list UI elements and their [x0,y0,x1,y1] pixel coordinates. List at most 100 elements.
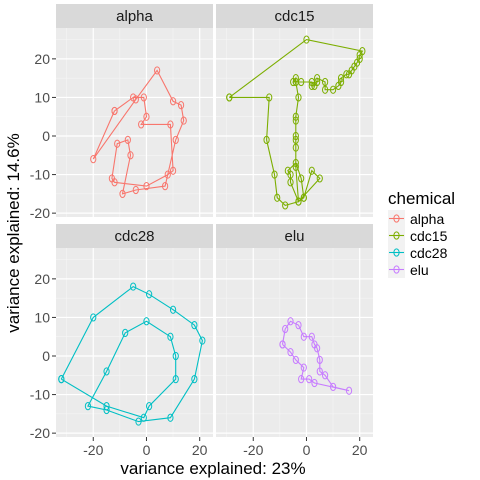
data-point-cdc28 [90,313,97,322]
data-point-elu [282,324,289,334]
data-point-cdc28 [172,375,179,384]
data-point-elu [287,348,294,357]
data-point-alpha [162,182,169,191]
data-point-elu [292,355,299,364]
data-point-cdc28 [103,402,110,411]
data-point-elu [300,363,307,372]
data-point-elu [298,375,305,384]
data-point-cdc15 [263,135,270,144]
data-point-cdc28 [103,405,110,415]
data-point-cdc15 [316,174,323,183]
data-point-alpha [180,116,187,125]
legend-key-point-cdc15 [393,231,400,240]
data-point-elu [279,340,286,349]
data-point-elu [287,317,294,326]
data-point-cdc15 [295,197,302,206]
data-point-cdc15 [300,193,307,202]
data-point-cdc28 [146,402,153,411]
data-point-elu [316,355,323,364]
data-point-cdc15 [329,85,337,94]
data-point-elu [329,382,337,391]
data-point-cdc15 [292,158,299,168]
data-point-cdc15 [298,174,305,183]
data-point-cdc15 [292,162,299,171]
data-point-cdc28 [143,317,150,326]
x-tick-label: 20 [352,442,368,458]
data-point-cdc15 [292,143,299,152]
data-point-alpha [127,151,134,160]
panel-background-cdc15 [216,28,373,217]
panel-cdc15: cdc15 [216,4,373,217]
legend-entry-cdc15: cdc15 [388,227,448,244]
data-point-cdc15 [356,54,363,63]
y-axis-label: variance explained: 14.6% [4,133,23,332]
y-tick-label: 20 [34,51,50,67]
data-point-cdc28 [140,413,147,422]
data-point-elu [314,344,321,353]
data-point-cdc28 [191,321,198,330]
y-tick-label: 0 [42,128,50,144]
data-point-cdc15 [292,131,299,141]
y-tick-label: -20 [30,425,50,441]
strip-alpha [56,4,213,28]
y-axis-ticks: -20 -10 0 10 20 -20 -10 0 10 20 [30,51,56,441]
data-point-alpha [90,155,97,164]
data-point-cdc15 [274,193,281,202]
x-axis-label: variance explained: 23% [120,459,305,478]
data-point-cdc28 [84,402,92,411]
data-point-cdc15 [314,77,321,87]
panel-background-alpha [56,28,213,217]
data-point-alpha [172,135,179,144]
data-point-cdc28 [58,375,65,384]
data-point-cdc28 [135,417,142,426]
data-point-elu [306,375,313,384]
data-point-cdc15 [292,116,299,125]
strip-label-elu: elu [284,228,304,245]
data-point-cdc15 [314,74,321,83]
strip-cdc15 [216,4,373,28]
data-point-cdc28 [103,367,110,376]
data-point-alpha [169,166,177,175]
data-point-cdc28 [167,413,174,422]
y-tick-label: -20 [30,205,50,221]
data-point-alpha [108,174,115,183]
panel-alpha: alpha [56,4,213,217]
data-point-alpha [167,120,174,129]
data-point-elu [311,378,318,388]
data-point-alpha [169,97,177,106]
data-point-alpha [140,93,147,102]
data-point-alpha [114,139,121,148]
data-point-cdc15 [337,74,345,83]
data-point-alpha [154,66,161,75]
data-point-elu [300,332,307,341]
y-tick-label: 20 [34,271,50,287]
data-point-elu [345,386,353,395]
data-point-cdc28 [146,290,153,299]
panel-background-cdc28 [56,248,213,437]
x-tick-label: 0 [143,442,151,458]
data-point-cdc15 [359,47,366,56]
data-point-cdc15 [322,85,329,94]
y-tick-label: 10 [34,89,50,105]
data-point-cdc15 [282,201,289,210]
data-point-cdc28 [191,375,198,384]
strip-cdc28 [56,224,213,248]
data-point-cdc28 [169,305,177,314]
data-point-cdc15 [290,77,297,87]
data-point-alpha [124,135,131,144]
legend-label-alpha: alpha [410,211,444,227]
data-point-elu [308,332,315,341]
strip-label-alpha: alpha [116,8,153,25]
data-point-alpha [177,101,185,110]
data-point-cdc28 [122,328,129,337]
legend-key-point-alpha [393,214,400,223]
legend-label-cdc28: cdc28 [410,245,448,261]
panels: alpha cdc15 cdc28 elu [56,4,373,437]
data-point-cdc15 [287,178,294,187]
strip-label-cdc28: cdc28 [114,228,154,245]
legend-label-elu: elu [410,262,429,278]
data-point-alpha [119,189,126,198]
x-tick-label: -20 [83,442,103,458]
legend-label-cdc15: cdc15 [410,228,448,244]
data-point-cdc15 [284,166,291,175]
